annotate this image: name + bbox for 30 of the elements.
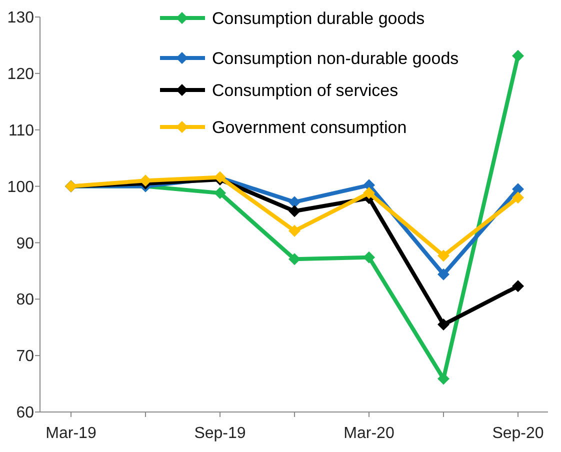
- point: [512, 192, 524, 204]
- legend-label: Consumption durable goods: [212, 8, 425, 28]
- y-tick-label: 80: [16, 292, 34, 309]
- point: [363, 251, 375, 264]
- x-tick-label: Sep-19: [194, 425, 246, 442]
- point: [288, 205, 300, 218]
- y-tick-label: 120: [7, 66, 34, 84]
- point: [512, 280, 524, 292]
- legend-label: Consumption non-durable goods: [212, 48, 459, 68]
- point: [512, 50, 524, 62]
- y-tick-label: 70: [16, 348, 34, 366]
- point: [363, 187, 375, 200]
- y-tick-label: 100: [7, 178, 34, 196]
- y-tick-label: 60: [16, 404, 34, 422]
- legend-label: Government consumption: [212, 118, 407, 137]
- point: [438, 268, 450, 280]
- point: [438, 372, 450, 385]
- point: [288, 253, 300, 266]
- y-tick-label: 130: [7, 10, 34, 27]
- point: [214, 187, 226, 200]
- x-tick-label: Mar-20: [344, 425, 394, 442]
- x-tick-label: Sep-20: [492, 425, 544, 442]
- point: [140, 174, 152, 187]
- point: [288, 224, 300, 237]
- legend-label: Consumption of services: [212, 80, 398, 100]
- point: [438, 318, 450, 331]
- x-tick-label: Mar-19: [46, 425, 96, 442]
- y-tick-label: 110: [8, 122, 34, 140]
- y-tick-label: 90: [16, 235, 34, 252]
- point: [438, 250, 450, 262]
